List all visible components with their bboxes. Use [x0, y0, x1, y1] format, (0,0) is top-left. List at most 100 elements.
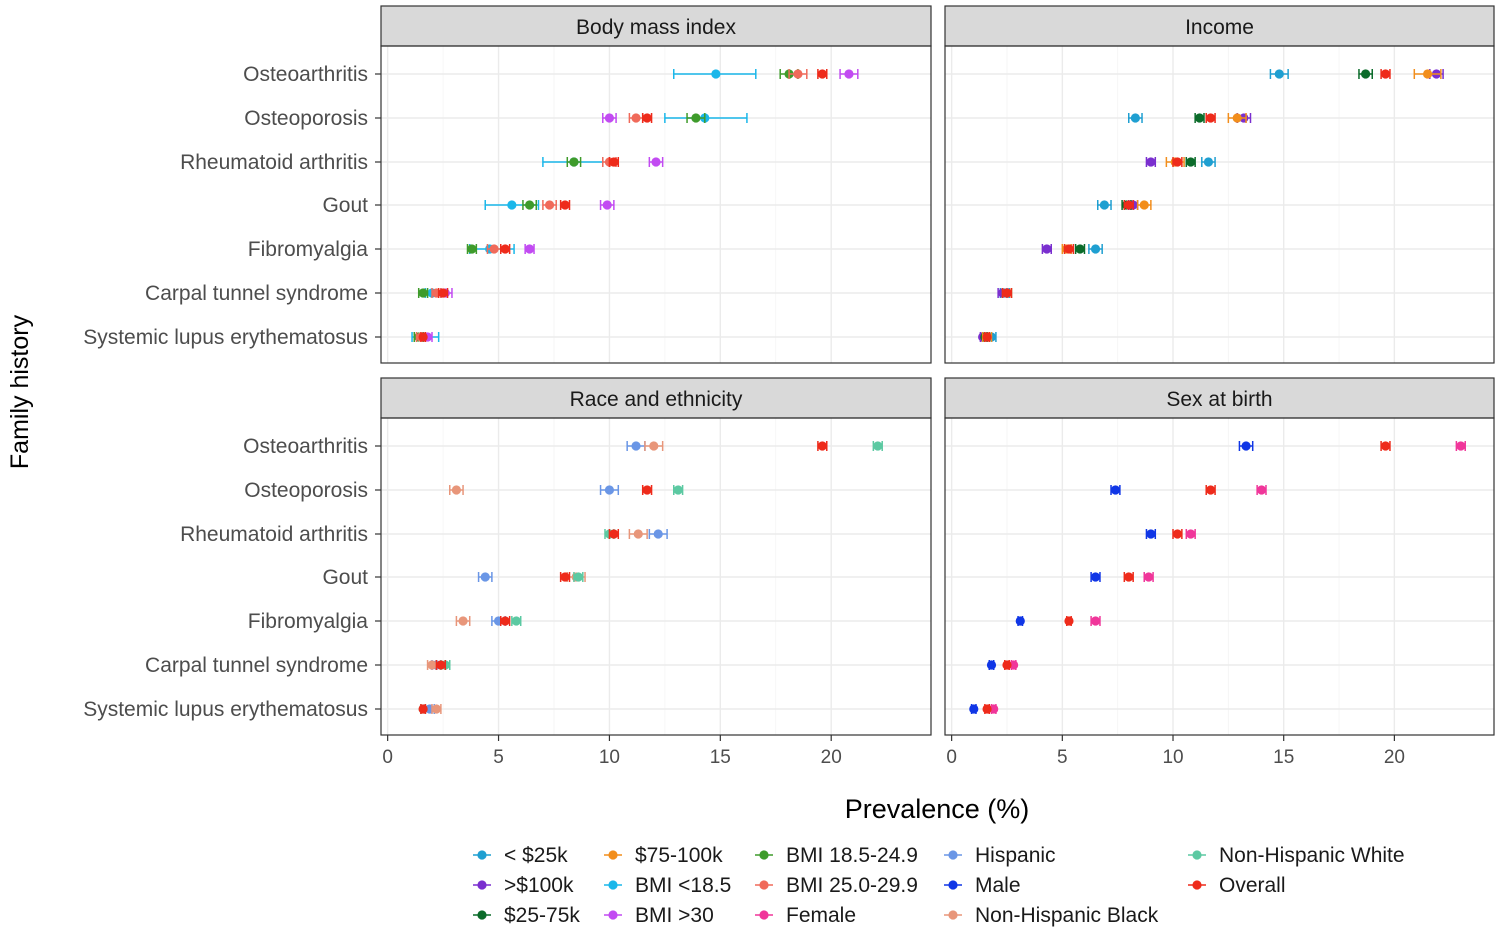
category-label: Osteoporosis	[244, 107, 368, 130]
legend-item: >$100k	[473, 874, 574, 897]
data-point	[631, 113, 641, 123]
data-point	[1380, 69, 1391, 79]
x-tick-label: 0	[382, 747, 393, 768]
legend-item: Non-Hispanic Black	[944, 904, 1159, 927]
legend-label: BMI 25.0-29.9	[786, 874, 918, 897]
category-label: Fibromyalgia	[248, 238, 369, 261]
data-point	[569, 157, 579, 167]
data-point	[1186, 157, 1196, 167]
panel-border	[944, 45, 1495, 364]
data-point	[1172, 157, 1183, 167]
legend-label: BMI <18.5	[635, 874, 731, 897]
data-point	[633, 529, 643, 539]
data-point	[418, 288, 428, 298]
category-label: Systemic lupus erythematosus	[83, 326, 368, 349]
x-tick-label: 10	[599, 747, 620, 768]
data-point	[631, 441, 641, 451]
data-point	[458, 616, 468, 626]
legend-label: Hispanic	[975, 844, 1056, 867]
data-point	[986, 660, 997, 670]
x-tick-label: 0	[946, 747, 957, 768]
data-point	[500, 616, 510, 626]
data-point	[1090, 244, 1101, 254]
category-label: Rheumatoid arthritis	[180, 151, 368, 174]
facet-title: Income	[1185, 16, 1254, 39]
facet-title: Body mass index	[576, 16, 736, 39]
facet-title: Sex at birth	[1166, 388, 1272, 411]
category-label: Osteoporosis	[244, 479, 368, 502]
data-point	[1009, 660, 1019, 670]
legend-key-point	[1192, 880, 1202, 890]
legend-key-point	[948, 910, 958, 920]
category-label: Fibromyalgia	[248, 610, 369, 633]
x-tick-label: 20	[821, 747, 842, 768]
data-point	[817, 69, 827, 79]
facet-title: Race and ethnicity	[570, 388, 743, 411]
category-label: Osteoarthritis	[243, 435, 368, 458]
facet-strip	[380, 5, 932, 47]
legend-label: >$100k	[504, 874, 574, 897]
facet-panel: Income	[944, 5, 1495, 364]
data-point	[873, 441, 883, 451]
data-point	[653, 529, 663, 539]
x-tick-label: 15	[710, 747, 731, 768]
panels-layer: Body mass index Income Race and ethnicity S…	[380, 5, 1495, 736]
data-point	[431, 704, 442, 714]
legend-key-point	[477, 910, 487, 920]
category-label: Carpal tunnel syndrome	[145, 282, 368, 305]
category-label: Gout	[322, 566, 368, 589]
panel-border	[944, 417, 1495, 736]
data-point	[560, 200, 570, 210]
data-point	[1422, 69, 1433, 79]
data-point	[1130, 113, 1140, 123]
legend-item: < $25k	[473, 844, 568, 867]
legend-label: BMI 18.5-24.9	[786, 844, 918, 867]
data-point	[1064, 244, 1074, 254]
data-point	[1206, 113, 1216, 123]
data-point	[1075, 244, 1085, 254]
legend-item: $75-100k	[604, 844, 723, 867]
legend-key-point	[759, 880, 769, 890]
data-point	[560, 572, 570, 582]
data-point	[1002, 660, 1012, 670]
legend-key-point	[608, 880, 618, 890]
legend-key-point	[608, 910, 618, 920]
data-point	[1002, 288, 1012, 298]
data-point	[817, 441, 827, 451]
data-point	[982, 332, 992, 342]
data-point	[436, 660, 446, 670]
data-point	[604, 113, 615, 123]
data-point	[1361, 69, 1371, 79]
legend-label: Female	[786, 904, 856, 927]
data-point	[427, 660, 437, 670]
data-point	[418, 332, 428, 342]
data-point	[1090, 616, 1101, 626]
data-point	[467, 244, 477, 254]
x-tick-label: 5	[493, 747, 504, 768]
x-axis-title: Prevalence (%)	[845, 794, 1030, 824]
data-point	[711, 69, 721, 79]
data-point	[1203, 157, 1214, 167]
data-point	[1144, 572, 1154, 582]
legend-item: $25-75k	[473, 904, 580, 927]
legend-key-point	[608, 850, 618, 860]
facet-strip	[944, 377, 1495, 419]
data-point	[1206, 485, 1216, 495]
legend-label: BMI >30	[635, 904, 714, 927]
data-point	[1090, 572, 1101, 582]
data-point	[1146, 529, 1156, 539]
data-point	[489, 244, 499, 254]
data-point	[602, 200, 612, 210]
legend: < $25k >$100k $25-75k $75-100k BMI <18.5 BMI …	[473, 844, 1405, 927]
data-point	[1241, 441, 1251, 451]
data-point	[507, 200, 517, 210]
data-point	[982, 704, 992, 714]
data-point	[1186, 529, 1196, 539]
data-point	[673, 485, 683, 495]
data-point	[1232, 113, 1242, 123]
data-point	[844, 69, 854, 79]
data-point	[793, 69, 803, 79]
data-point	[691, 113, 701, 123]
x-tick-label: 15	[1273, 747, 1294, 768]
